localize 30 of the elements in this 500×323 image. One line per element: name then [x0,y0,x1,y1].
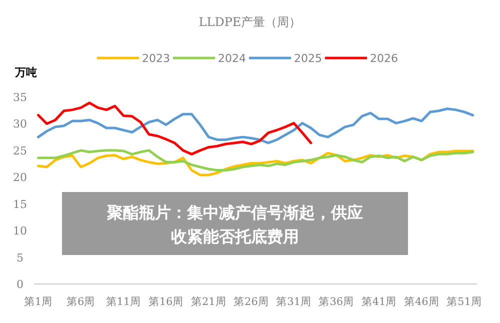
chart-title: LLDPE产量（周） [198,15,302,29]
line-series [37,149,474,172]
x-tick-label: 第51周 [446,296,482,308]
legend-label: 2026 [370,52,398,65]
line-series [37,108,474,144]
y-tick-label: 15 [13,198,27,211]
y-tick-label: 35 [13,91,27,104]
y-tick-label: 20 [13,171,27,184]
x-tick-label: 第11周 [106,296,142,308]
x-tick-label: 第1周 [24,296,53,308]
x-tick-label: 第41周 [361,296,397,308]
y-tick-label: 0 [16,278,24,291]
line-series [37,102,312,156]
legend-label: 2023 [142,52,170,65]
annotation-banner: 聚酯瓶片：集中减产信号渐起，供应收紧能否托底费用 [62,192,408,255]
legend-label: 2025 [294,52,322,65]
y-axis-title: 万吨 [14,66,37,79]
x-tick-label: 第21周 [190,296,226,308]
x-tick-label: 第26周 [234,296,269,308]
x-tick-label: 第46周 [404,296,440,308]
annotation: 聚酯瓶片：集中减产信号渐起，供应收紧能否托底费用 [106,203,363,246]
x-tick-label: 第6周 [66,296,96,308]
x-tick-label: 第36周 [318,296,354,308]
x-tick-label: 第31周 [276,296,312,308]
y-tick-label: 10 [13,224,27,238]
y-tick-label: 25 [13,144,27,158]
x-tick-label: 第16周 [148,296,184,308]
y-tick-label: 5 [16,251,24,264]
y-tick-label: 30 [13,118,27,131]
legend-label: 2024 [218,52,246,65]
